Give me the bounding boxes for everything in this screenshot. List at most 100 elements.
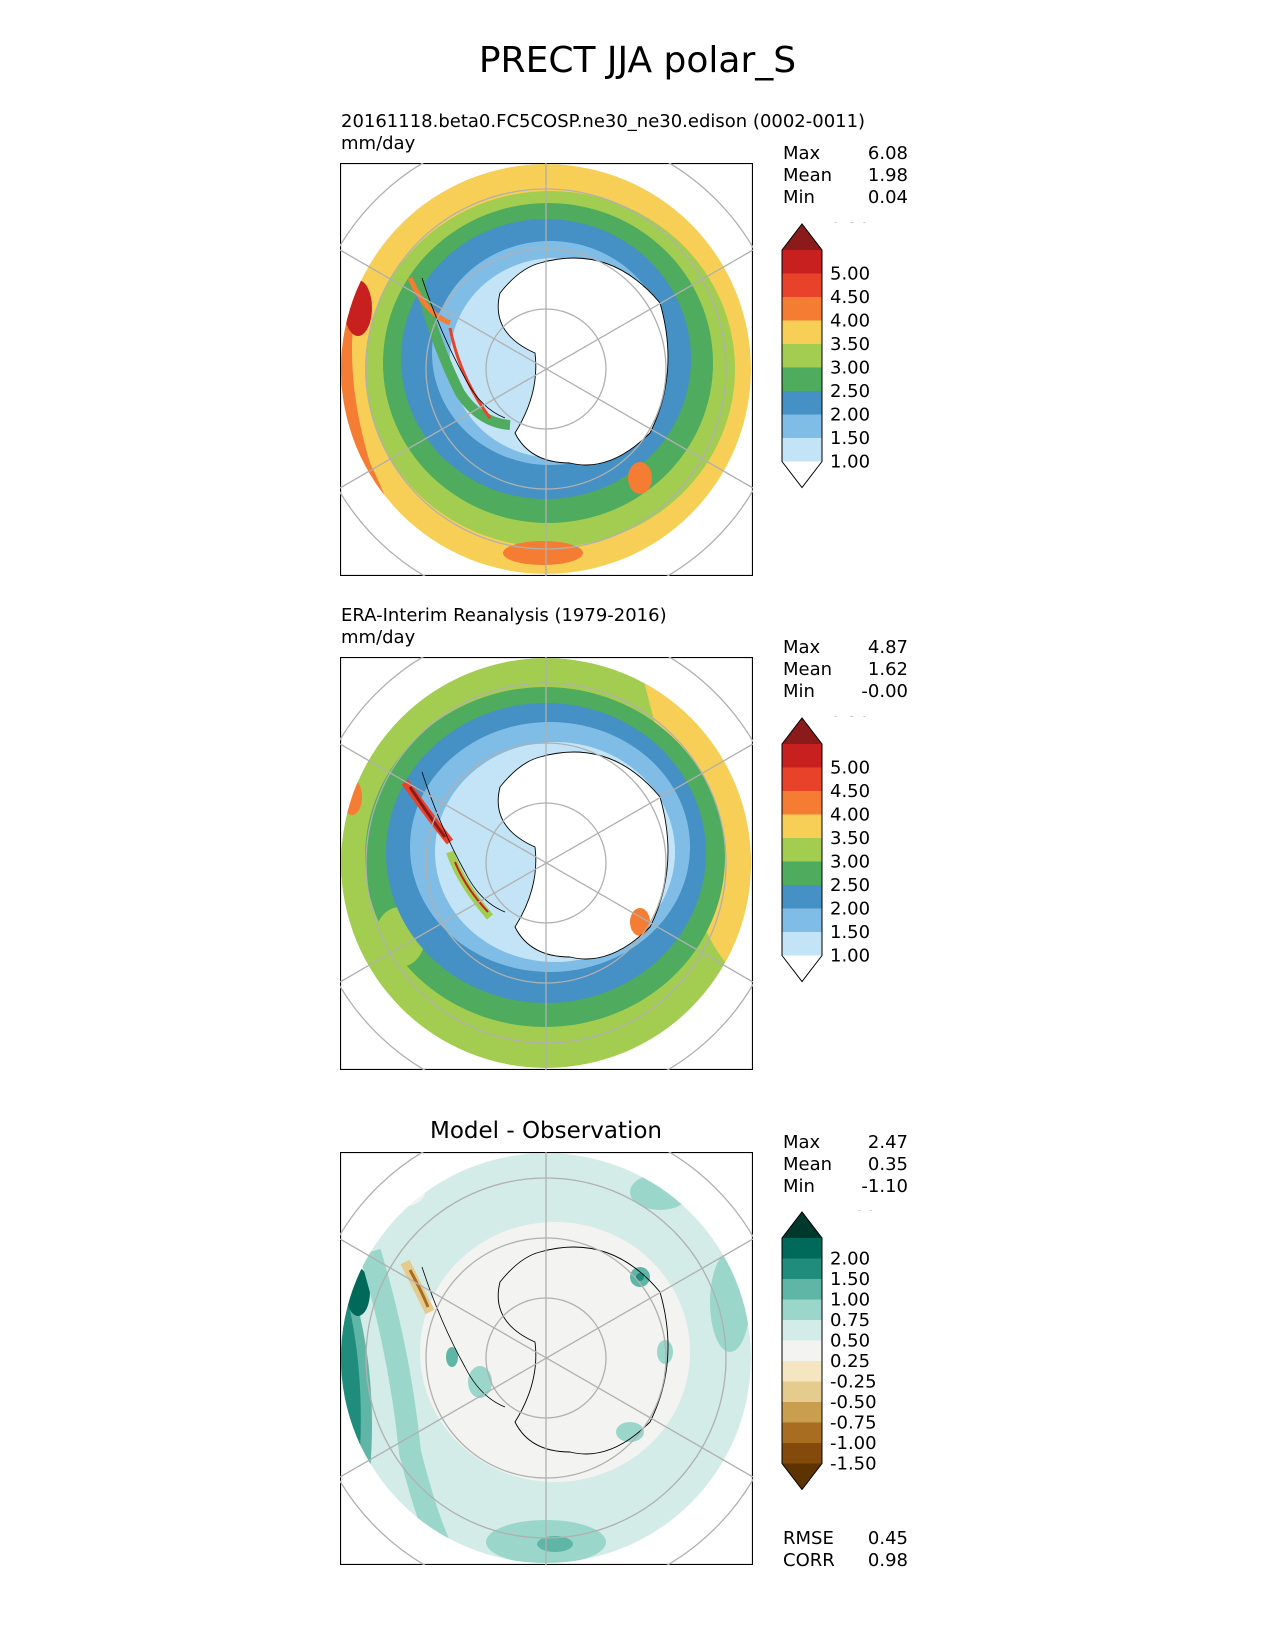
colorbar-cell	[782, 461, 822, 488]
colorbar-tick-label: 2.50	[830, 381, 870, 402]
stat-label: Mean	[783, 659, 833, 680]
colorbar-tick-label: 0.50	[830, 716, 870, 721]
colorbar-tick-label: 0.25	[830, 1351, 870, 1372]
stat-row-rmse: RMSE 0.45	[783, 1528, 908, 1550]
colorbar-labels: 5.004.50 4.003.50 3.002.50 2.001.50 1.00 0.50	[830, 222, 870, 473]
colorbar-tick-label: 2.50	[830, 875, 870, 896]
colorbar-cell	[782, 250, 822, 274]
colorbar-cell	[782, 885, 822, 909]
colorbar-cell	[782, 1279, 822, 1300]
stat-value: 0.45	[867, 1528, 908, 1549]
panel2-colorbar: 5.004.50 4.003.50 3.002.50 2.001.50 1.00 0.50	[781, 716, 870, 983]
colorbar-cells	[781, 223, 823, 489]
colorbar-tick-label: -0.75	[830, 1413, 877, 1434]
colorbar-cell	[782, 955, 822, 982]
colorbar-cell	[782, 861, 822, 885]
colorbar-cell	[782, 838, 822, 862]
stat-row-corr: CORR 0.98	[783, 1550, 908, 1572]
colorbar-tick-label: 3.00	[830, 852, 870, 873]
colorbar-cell	[782, 744, 822, 768]
colorbar-cell	[782, 414, 822, 438]
colorbar-cell	[782, 1422, 822, 1443]
colorbar-tick-label: 1.50	[830, 1269, 870, 1290]
colorbar-tick-label: 1.50	[830, 922, 870, 943]
stat-label: Mean	[783, 165, 833, 186]
panel1-title: 20161118.beta0.FC5COSP.ne30_ne30.edison …	[341, 111, 866, 132]
stat-label: CORR	[783, 1550, 835, 1571]
stat-label: RMSE	[783, 1528, 834, 1549]
graticule	[340, 1152, 753, 1565]
stat-row-min: Min -1.10	[783, 1176, 908, 1198]
panel3-title: Model - Observation	[429, 1118, 663, 1144]
colorbar-outline	[781, 717, 823, 983]
colorbar-tick-label: -1.50	[830, 1454, 877, 1475]
graticule	[340, 657, 753, 1070]
colorbar-tick-label: 5.00	[830, 264, 870, 285]
colorbar-cell	[782, 791, 822, 815]
stat-label: Max	[783, 637, 821, 658]
colorbar-tick-label: 1.50	[830, 428, 870, 449]
colorbar-cell	[782, 1238, 822, 1259]
colorbar-tick-label: 3.00	[830, 358, 870, 379]
stat-row-max: Max 2.47	[783, 1132, 908, 1154]
stat-value: 1.62	[867, 659, 908, 680]
panel1-units: mm/day	[341, 133, 416, 154]
stat-row-mean: Mean 1.98	[783, 165, 908, 187]
colorbar-tick-label: 4.00	[830, 805, 870, 826]
colorbar-cell	[782, 1463, 822, 1490]
stat-value: 6.08	[867, 143, 908, 164]
stat-value: 2.47	[867, 1132, 908, 1153]
colorbar-tick-label: 1.00	[830, 452, 870, 473]
colorbar-cell	[782, 767, 822, 791]
colorbar-cell	[782, 344, 822, 368]
colorbar-cell	[782, 1361, 822, 1382]
colorbar-cell	[782, 367, 822, 391]
panel2-title: ERA-Interim Reanalysis (1979-2016)	[341, 605, 667, 626]
colorbar-tick-label: 2.00	[830, 405, 870, 426]
stat-row-min: Min -0.00	[783, 681, 908, 703]
graticule	[340, 163, 753, 576]
colorbar-cell	[782, 224, 822, 250]
colorbar-cell	[782, 273, 822, 297]
stat-row-mean: Mean 1.62	[783, 659, 908, 681]
stat-label: Min	[783, 681, 815, 702]
colorbar-tick-label: -1.00	[830, 1433, 877, 1454]
colorbar-cell	[782, 297, 822, 321]
colorbar-cell	[782, 1258, 822, 1279]
stat-row-min: Min 0.04	[783, 187, 908, 209]
colorbar-cell	[782, 814, 822, 838]
colorbar-tick-label: 0.50	[830, 1331, 870, 1352]
panel1-stats: Max 6.08 Mean 1.98 Min 0.04	[783, 143, 908, 209]
stat-label: Min	[783, 187, 815, 208]
colorbar-cell	[782, 908, 822, 932]
colorbar-cell	[782, 391, 822, 415]
colorbar-cell	[782, 1443, 822, 1464]
colorbar-tick-label: 0.75	[830, 1310, 870, 1331]
stat-value: 1.98	[867, 165, 908, 186]
colorbar-tick-label: 1.00	[830, 946, 870, 967]
stat-label: Min	[783, 1176, 815, 1197]
colorbar-cell	[782, 718, 822, 744]
colorbar-cell	[782, 1212, 822, 1238]
panel3-bottom-stats: RMSE 0.45 CORR 0.98	[783, 1528, 908, 1572]
panel1-colorbar: 5.004.50 4.003.50 3.002.50 2.001.50 1.00 0.50	[781, 222, 870, 489]
colorbar-tick-label: -0.25	[830, 1372, 877, 1393]
colorbar-cell	[782, 1320, 822, 1341]
stat-row-mean: Mean 0.35	[783, 1154, 908, 1176]
colorbar-cells	[781, 717, 823, 983]
stat-value: 0.04	[867, 187, 908, 208]
stat-row-max: Max 6.08	[783, 143, 908, 165]
figure-title: PRECT JJA polar_S	[478, 40, 797, 81]
colorbar-cell	[782, 320, 822, 344]
colorbar-labels: 5.004.50 4.003.50 3.002.50 2.001.50 1.00 0.50	[830, 716, 870, 967]
colorbar-cell	[782, 1299, 822, 1320]
colorbar-tick-label: 1.00	[830, 1290, 870, 1311]
stat-row-max: Max 4.87	[783, 637, 908, 659]
panel2-stats: Max 4.87 Mean 1.62 Min -0.00	[783, 637, 908, 703]
panel1-map	[340, 163, 753, 576]
stat-value: 0.35	[867, 1154, 908, 1175]
stat-value: 0.98	[867, 1550, 908, 1571]
colorbar-cell	[782, 438, 822, 462]
colorbar-tick-label: 2.00	[830, 899, 870, 920]
colorbar-tick-label: 5.00	[830, 758, 870, 779]
